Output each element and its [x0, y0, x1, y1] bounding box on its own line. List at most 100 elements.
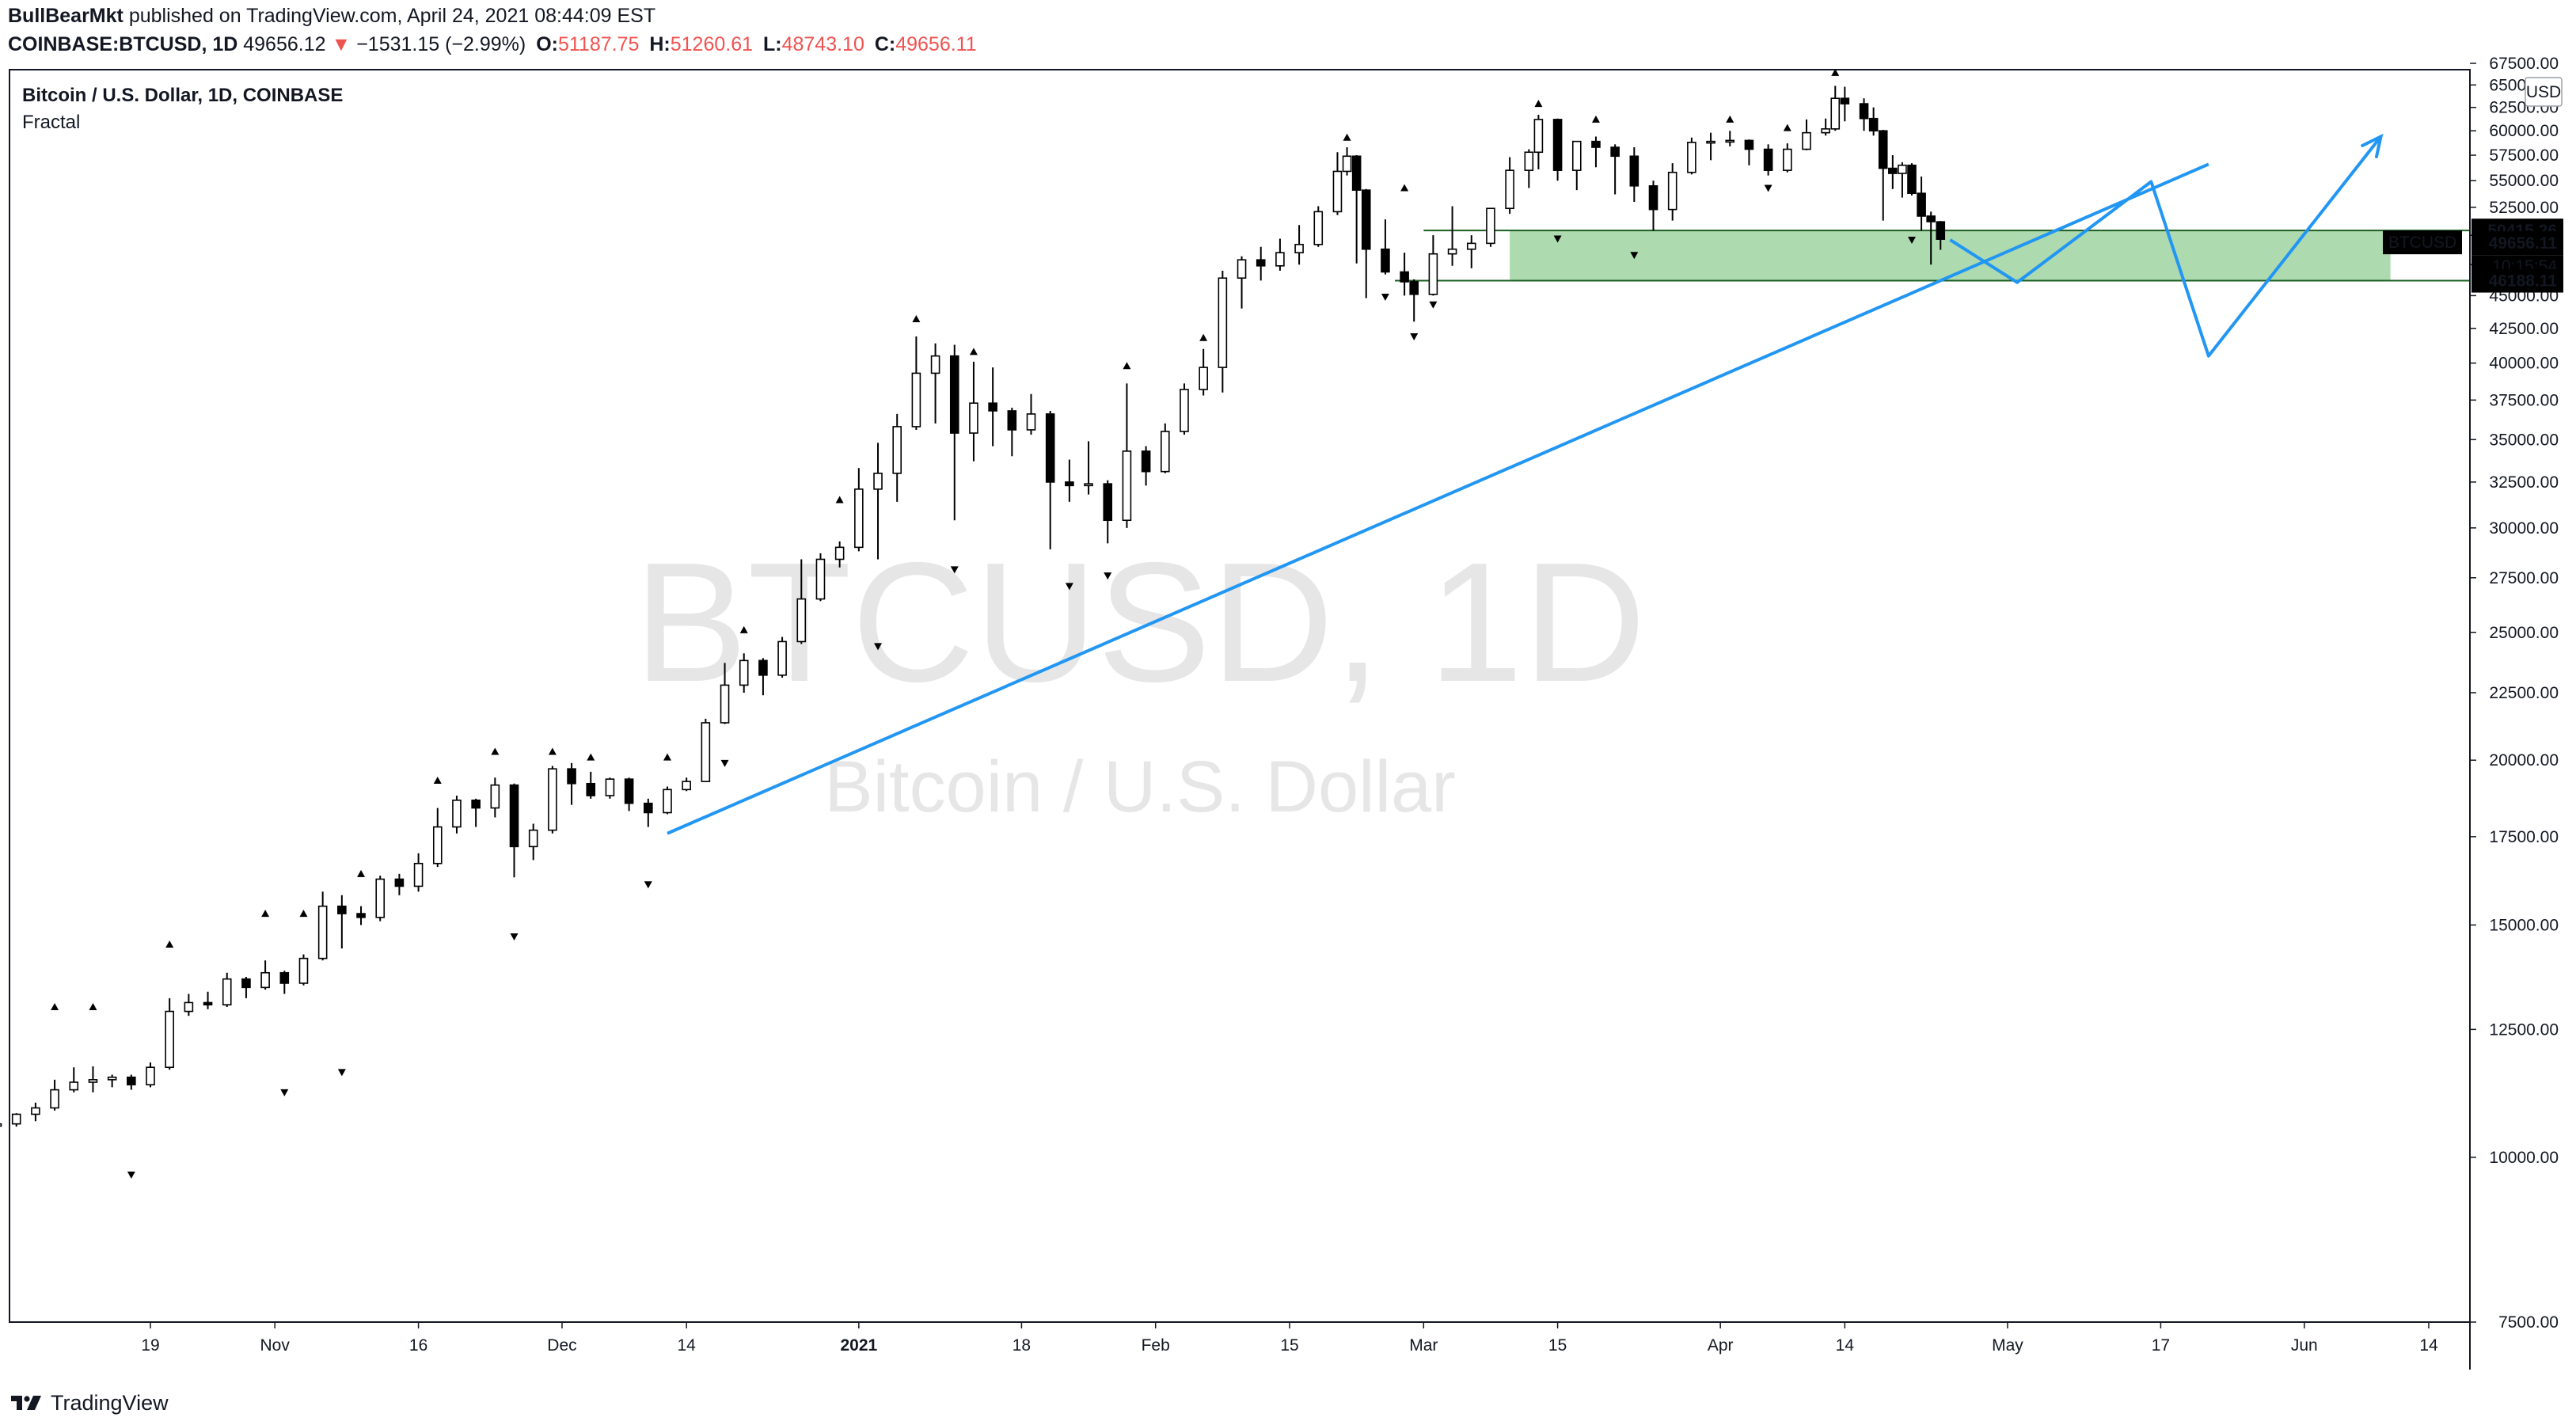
candle-body: [720, 684, 730, 724]
candle-body: [509, 784, 519, 848]
low-label: L:: [762, 33, 782, 55]
arrow-head-icon[interactable]: [2361, 133, 2384, 158]
fractal-down-icon: [874, 643, 883, 651]
fractal-down-icon: [337, 1069, 346, 1077]
price-labels: USD 50415.2649656.1110:15:5446188.11BTCU…: [2383, 77, 2563, 293]
candle: [1648, 180, 1658, 231]
candle: [107, 1074, 117, 1088]
candle-body: [949, 355, 959, 434]
chart-legend: Bitcoin / U.S. Dollar, 1D, COINBASE Frac…: [22, 85, 343, 133]
candle: [1409, 279, 1419, 322]
candle: [1840, 86, 1850, 122]
candle-body: [452, 800, 462, 828]
candle: [184, 994, 194, 1016]
trendline[interactable]: [667, 162, 2209, 835]
high-label: H:: [649, 33, 671, 55]
price-tick-label: 35000.00: [2489, 431, 2559, 449]
candle-body: [471, 800, 481, 809]
support-zone[interactable]: [1510, 230, 2391, 281]
candle: [892, 413, 902, 502]
fractal-up-icon: [165, 940, 174, 948]
candle: [911, 336, 921, 430]
time-tick-label: Apr: [1708, 1336, 1734, 1355]
candle: [260, 960, 270, 990]
candle-body: [1342, 155, 1352, 173]
candle: [1744, 139, 1754, 165]
candle: [586, 771, 596, 799]
published-text: published on TradingView.com, April 24, …: [128, 5, 656, 27]
time-tick-label: 17: [2152, 1336, 2170, 1355]
candle: [758, 658, 768, 696]
candle-body: [298, 957, 309, 984]
candle-body: [892, 426, 902, 474]
price-tick-label: 15000.00: [2489, 916, 2559, 934]
currency-badge[interactable]: [2525, 77, 2563, 107]
candle: [1571, 140, 1582, 191]
symbol-badge-bg: [2383, 230, 2462, 255]
fractal-up-icon: [1400, 184, 1409, 192]
projection-path[interactable]: [1949, 135, 2383, 358]
fractal-down-icon: [950, 566, 959, 574]
candle-body: [969, 402, 978, 434]
drawings[interactable]: [667, 133, 2384, 835]
candle: [548, 766, 557, 834]
candle: [854, 468, 864, 552]
publish-info: BullBearMkt published on TradingView.com…: [8, 5, 655, 28]
candle: [1505, 157, 1514, 215]
fractal-up-icon: [1726, 115, 1734, 123]
candle: [1878, 130, 1888, 221]
candle-body: [50, 1089, 59, 1109]
candle: [490, 777, 500, 818]
fractal-down-icon: [280, 1089, 289, 1096]
candle-body: [1706, 140, 1715, 144]
candle: [165, 998, 174, 1070]
fractal-down-icon: [510, 933, 519, 941]
candle-body: [1533, 119, 1544, 154]
tradingview-footer[interactable]: TradingView: [9, 1387, 169, 1419]
candle: [1275, 238, 1285, 271]
current-price-badge-bg: [2472, 231, 2563, 256]
candle-body: [69, 1081, 79, 1091]
candle: [644, 798, 653, 827]
fractal-down-icon: [1104, 572, 1112, 580]
time-axis[interactable]: 19 Nov 16 Dec 14 2021 18 Feb 15 Mar 15 Apr 14 May 17 Ju…: [141, 1322, 2438, 1355]
time-tick-label: 18: [1013, 1336, 1031, 1355]
candle-body: [930, 355, 940, 374]
candle-body: [1868, 117, 1879, 132]
candle-body: [1084, 483, 1093, 487]
candle-body: [184, 1001, 194, 1013]
candle-body: [1888, 167, 1898, 174]
candle-body: [1007, 410, 1017, 431]
candle: [1466, 235, 1476, 268]
candle-body: [165, 1010, 174, 1069]
candle: [739, 653, 749, 693]
price-tick-label: 55000.00: [2489, 172, 2559, 190]
candle-body: [873, 473, 883, 490]
candle: [1160, 423, 1170, 473]
candle: [11, 1113, 21, 1127]
candle-body: [337, 905, 347, 914]
candle: [1218, 270, 1228, 393]
candle: [1400, 253, 1409, 296]
candle-body: [222, 978, 232, 1005]
price-tick-label: 30000.00: [2489, 519, 2559, 538]
candle-body: [260, 971, 270, 989]
candle-body: [834, 546, 845, 560]
time-tick-label: Feb: [1142, 1336, 1170, 1355]
candle: [1533, 115, 1544, 169]
legend-indicator[interactable]: Fractal: [22, 112, 80, 133]
candle-body: [1180, 389, 1189, 432]
author-name[interactable]: BullBearMkt: [8, 5, 123, 27]
candle: [222, 972, 232, 1007]
candle: [1783, 143, 1792, 173]
candle: [1294, 225, 1304, 265]
fractal-up-icon: [433, 777, 442, 785]
candle-body: [1524, 151, 1534, 171]
candle-body: [11, 1113, 21, 1125]
fractal-down-icon: [1065, 583, 1073, 591]
candle-body: [701, 722, 711, 782]
candle-body: [1878, 130, 1888, 169]
down-arrow-icon: ▼: [331, 33, 351, 55]
candle-body: [1160, 431, 1170, 473]
